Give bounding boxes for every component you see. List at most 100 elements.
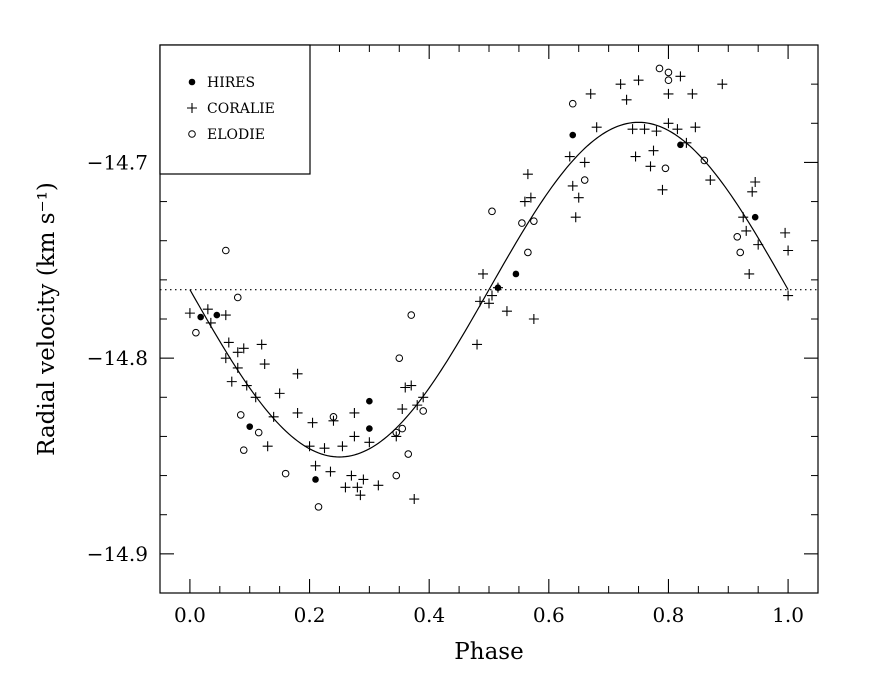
- data-point-coralie: [484, 298, 494, 309]
- data-point-coralie: [780, 227, 791, 238]
- data-point-coralie: [406, 380, 417, 391]
- data-point-coralie: [238, 343, 249, 354]
- data-point-coralie: [639, 124, 650, 135]
- data-point-hires: [312, 476, 319, 483]
- data-point-coralie: [250, 392, 261, 403]
- data-point-coralie: [349, 407, 360, 418]
- data-point-coralie: [358, 474, 369, 485]
- data-point-coralie: [346, 470, 357, 481]
- data-point-elodie: [655, 64, 664, 73]
- data-point-elodie: [398, 424, 407, 433]
- data-point-coralie: [349, 431, 360, 442]
- legend-label-elodie: ELODIE: [207, 127, 265, 143]
- data-point-coralie: [750, 177, 761, 187]
- data-point-coralie: [409, 494, 420, 505]
- legend-label-coralie: CORALIE: [207, 101, 275, 117]
- data-point-coralie: [373, 480, 384, 491]
- data-point-coralie: [522, 169, 533, 180]
- y-tick-label: −14.8: [87, 346, 148, 370]
- data-point-elodie: [404, 450, 413, 458]
- data-point-coralie: [705, 175, 716, 186]
- data-point-elodie: [518, 219, 526, 227]
- fit-curve-layer: [189, 121, 789, 458]
- data-point-elodie: [314, 503, 323, 511]
- data-point-coralie: [651, 126, 662, 137]
- data-point-coralie: [232, 347, 243, 358]
- x-tick-label: 0.2: [294, 603, 326, 627]
- data-point-coralie: [400, 382, 411, 393]
- data-point-coralie: [657, 184, 668, 195]
- x-tick-label: 0.6: [533, 603, 565, 627]
- data-point-elodie: [568, 99, 577, 108]
- data-point-coralie: [648, 145, 659, 156]
- data-point-coralie: [226, 376, 237, 387]
- data-point-coralie: [690, 122, 701, 133]
- data-point-elodie: [281, 469, 290, 478]
- data-point-coralie: [567, 180, 578, 191]
- data-point-coralie: [355, 490, 366, 501]
- data-point-coralie: [564, 151, 575, 162]
- data-point-elodie: [233, 293, 242, 302]
- data-point-coralie: [340, 482, 351, 493]
- data-point-coralie: [337, 441, 348, 452]
- data-point-coralie: [519, 196, 530, 207]
- data-point-coralie: [747, 186, 758, 197]
- x-tick-label: 1.0: [772, 603, 804, 627]
- data-point-coralie: [672, 124, 683, 135]
- data-point-coralie: [202, 304, 213, 315]
- data-point-coralie: [478, 268, 489, 279]
- data-point-hires: [197, 313, 204, 321]
- x-tick-label: 0.4: [413, 603, 445, 627]
- data-point-coralie: [304, 441, 315, 452]
- data-point-coralie: [205, 317, 216, 328]
- data-point-coralie: [352, 482, 363, 493]
- legend-marker-elodie: [188, 130, 196, 138]
- y-axis-label: Radial velocity (km s⁻¹): [34, 182, 60, 456]
- series-hires: [197, 131, 759, 483]
- data-point-hires: [246, 423, 254, 430]
- data-point-coralie: [744, 268, 755, 279]
- data-point-elodie: [236, 411, 245, 419]
- legend-marker-coralie: [187, 103, 197, 113]
- data-point-coralie: [633, 75, 644, 86]
- data-point-coralie: [570, 212, 581, 223]
- data-point-coralie: [486, 290, 497, 301]
- legend-label-hires: HIRES: [207, 75, 255, 91]
- data-point-coralie: [241, 380, 252, 391]
- data-point-elodie: [239, 446, 248, 454]
- y-tick-label: −14.9: [87, 542, 148, 566]
- data-point-coralie: [492, 282, 503, 293]
- data-point-elodie: [192, 328, 200, 337]
- data-point-coralie: [325, 466, 336, 477]
- data-point-elodie: [329, 413, 338, 421]
- data-point-coralie: [627, 124, 638, 135]
- data-point-coralie: [579, 157, 590, 168]
- data-point-coralie: [591, 122, 602, 133]
- data-point-coralie: [687, 88, 698, 99]
- data-point-coralie: [738, 212, 749, 223]
- data-point-coralie: [741, 225, 752, 236]
- data-point-coralie: [418, 392, 429, 403]
- data-point-coralie: [232, 362, 243, 373]
- data-point-coralie: [391, 431, 402, 442]
- series-elodie: [192, 64, 745, 511]
- data-point-coralie: [328, 415, 339, 426]
- data-points-layer: [184, 64, 794, 511]
- data-point-elodie: [700, 156, 709, 165]
- data-point-elodie: [419, 407, 428, 415]
- data-point-coralie: [585, 88, 596, 99]
- data-point-elodie: [392, 471, 401, 480]
- data-point-hires: [512, 270, 520, 278]
- data-point-coralie: [220, 353, 231, 364]
- data-point-elodie: [488, 207, 496, 216]
- data-point-hires: [366, 397, 373, 405]
- data-point-coralie: [364, 437, 375, 448]
- data-point-coralie: [528, 314, 539, 324]
- data-point-coralie: [681, 137, 692, 148]
- data-point-elodie: [664, 68, 673, 77]
- x-tick-label: 0.8: [653, 603, 685, 627]
- data-point-coralie: [268, 411, 279, 422]
- data-point-coralie: [783, 290, 794, 301]
- data-point-coralie: [310, 460, 321, 471]
